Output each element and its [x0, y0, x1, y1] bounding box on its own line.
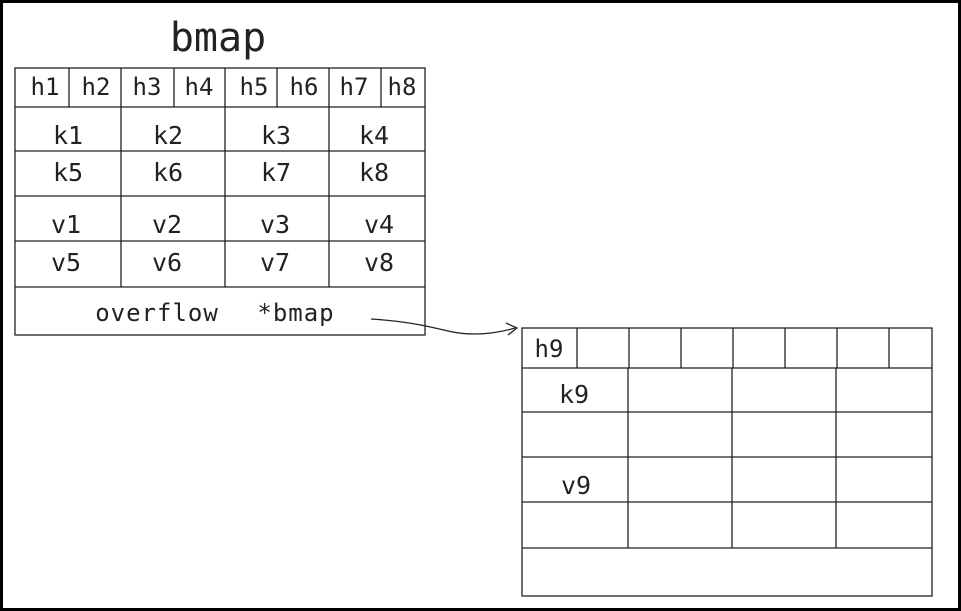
- diagram-title: bmap: [170, 15, 266, 61]
- main-key-7: k7: [261, 158, 291, 187]
- main-value-5: v5: [51, 248, 81, 277]
- arrow-head-icon: [505, 322, 519, 336]
- overflow-tophash-1: h9: [535, 335, 564, 363]
- main-tophash-4: h4: [185, 73, 214, 101]
- overflow-value-1: v9: [561, 471, 591, 500]
- main-value-1: v1: [51, 210, 81, 239]
- main-key-5: k5: [53, 158, 83, 187]
- main-bucket-outline: [14, 67, 426, 336]
- main-value-2: v2: [152, 210, 182, 239]
- main-tophash-8: h8: [388, 73, 417, 101]
- overflow-label: overflow: [95, 299, 219, 327]
- main-key-3: k3: [261, 121, 291, 150]
- overflow-pointer-type: *bmap: [257, 299, 334, 327]
- main-key-8: k8: [359, 158, 389, 187]
- main-value-6: v6: [152, 248, 182, 277]
- main-tophash-3: h3: [133, 73, 162, 101]
- main-value-4: v4: [364, 210, 394, 239]
- main-value-8: v8: [364, 248, 394, 277]
- main-tophash-7: h7: [340, 73, 369, 101]
- main-key-4: k4: [359, 121, 389, 150]
- main-tophash-6: h6: [290, 73, 319, 101]
- main-key-2: k2: [153, 121, 183, 150]
- main-key-1: k1: [53, 121, 83, 150]
- overflow-key-1: k9: [559, 380, 589, 409]
- main-tophash-2: h2: [82, 73, 111, 101]
- overflow-bucket-outline: [521, 327, 933, 597]
- main-value-7: v7: [260, 248, 290, 277]
- main-value-3: v3: [260, 210, 290, 239]
- overflow-pointer-arrow: [370, 318, 516, 335]
- main-key-6: k6: [153, 158, 183, 187]
- main-tophash-1: h1: [31, 73, 60, 101]
- bmap-diagram: bmap h1 h2 h3 h4 h5 h6 h7 h8 k1 k2 k3 k4…: [14, 15, 933, 597]
- main-tophash-5: h5: [240, 73, 269, 101]
